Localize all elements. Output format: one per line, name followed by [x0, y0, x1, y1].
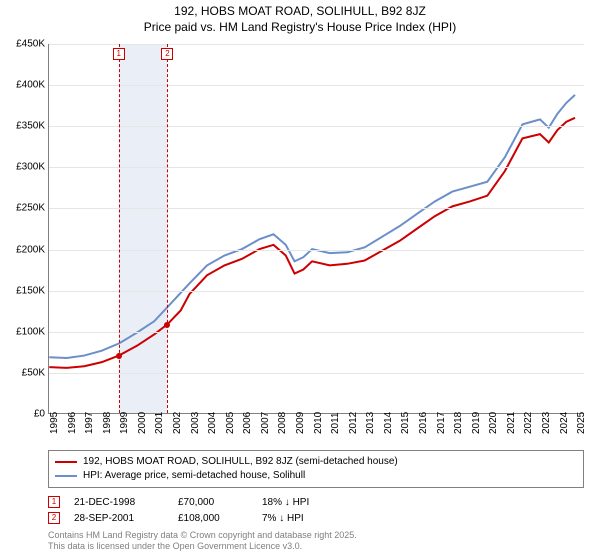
sale-delta-1: 18% ↓ HPI — [262, 497, 342, 508]
legend-box: 192, HOBS MOAT ROAD, SOLIHULL, B92 8JZ (… — [48, 450, 584, 488]
sale-dot — [116, 353, 122, 359]
x-axis-label: 2008 — [277, 412, 288, 434]
x-axis-label: 1996 — [67, 412, 78, 434]
x-axis-label: 1999 — [119, 412, 130, 434]
line-chart: £0£50K£100K£150K£200K£250K£300K£350K£400… — [48, 44, 584, 414]
sale-dot — [164, 322, 170, 328]
x-axis-label: 2005 — [225, 412, 236, 434]
legend-swatch-2 — [55, 475, 77, 477]
footer-attribution: Contains HM Land Registry data © Crown c… — [48, 530, 584, 552]
sale-row-1: 1 21-DEC-1998 £70,000 18% ↓ HPI — [48, 494, 584, 510]
marker-dashline — [167, 44, 168, 413]
y-axis-label: £400K — [5, 80, 45, 91]
title-address: 192, HOBS MOAT ROAD, SOLIHULL, B92 8JZ — [0, 4, 600, 20]
gridline — [49, 208, 584, 209]
x-axis-label: 2001 — [154, 412, 165, 434]
gridline — [49, 85, 584, 86]
x-axis-label: 1997 — [84, 412, 95, 434]
legend-section: 192, HOBS MOAT ROAD, SOLIHULL, B92 8JZ (… — [48, 450, 584, 552]
y-axis-label: £200K — [5, 244, 45, 255]
x-axis-label: 2009 — [295, 412, 306, 434]
sales-table: 1 21-DEC-1998 £70,000 18% ↓ HPI 2 28-SEP… — [48, 494, 584, 526]
y-axis-label: £350K — [5, 121, 45, 132]
chart-marker-2: 2 — [161, 48, 173, 60]
gridline — [49, 373, 584, 374]
x-axis-label: 2021 — [506, 412, 517, 434]
y-axis-label: £0 — [5, 409, 45, 420]
legend-label-2: HPI: Average price, semi-detached house,… — [83, 469, 305, 483]
x-axis-label: 2020 — [488, 412, 499, 434]
gridline — [49, 126, 584, 127]
gridline — [49, 291, 584, 292]
sale-row-2: 2 28-SEP-2001 £108,000 7% ↓ HPI — [48, 510, 584, 526]
sale-date-1: 21-DEC-1998 — [74, 497, 164, 508]
sale-price-1: £70,000 — [178, 497, 248, 508]
sale-delta-2: 7% ↓ HPI — [262, 513, 342, 524]
x-axis-label: 2023 — [541, 412, 552, 434]
x-axis-label: 2002 — [172, 412, 183, 434]
gridline — [49, 250, 584, 251]
chart-svg — [49, 44, 584, 413]
footer-line-2: This data is licensed under the Open Gov… — [48, 541, 584, 552]
x-axis-label: 2011 — [330, 412, 341, 434]
x-axis-label: 2013 — [365, 412, 376, 434]
gridline — [49, 332, 584, 333]
x-axis-label: 2012 — [348, 412, 359, 434]
chart-marker-1: 1 — [113, 48, 125, 60]
x-axis-label: 1995 — [49, 412, 60, 434]
y-axis-label: £50K — [5, 367, 45, 378]
series-price_paid — [49, 118, 575, 368]
legend-row-1: 192, HOBS MOAT ROAD, SOLIHULL, B92 8JZ (… — [55, 455, 577, 469]
x-axis-label: 2017 — [436, 412, 447, 434]
y-axis-label: £450K — [5, 39, 45, 50]
sale-price-2: £108,000 — [178, 513, 248, 524]
series-hpi — [49, 95, 575, 358]
title-subtitle: Price paid vs. HM Land Registry's House … — [0, 20, 600, 36]
x-axis-label: 2025 — [576, 412, 587, 434]
gridline — [49, 44, 584, 45]
x-axis-label: 2018 — [453, 412, 464, 434]
x-axis-label: 2004 — [207, 412, 218, 434]
x-axis-label: 2015 — [400, 412, 411, 434]
x-axis-label: 2003 — [190, 412, 201, 434]
sale-date-2: 28-SEP-2001 — [74, 513, 164, 524]
legend-label-1: 192, HOBS MOAT ROAD, SOLIHULL, B92 8JZ (… — [83, 455, 398, 469]
y-axis-label: £150K — [5, 285, 45, 296]
footer-line-1: Contains HM Land Registry data © Crown c… — [48, 530, 584, 541]
x-axis-label: 2014 — [383, 412, 394, 434]
x-axis-label: 2000 — [137, 412, 148, 434]
gridline — [49, 167, 584, 168]
chart-title: 192, HOBS MOAT ROAD, SOLIHULL, B92 8JZ P… — [0, 0, 600, 35]
x-axis-label: 2019 — [471, 412, 482, 434]
legend-row-2: HPI: Average price, semi-detached house,… — [55, 469, 577, 483]
x-axis-label: 2007 — [260, 412, 271, 434]
y-axis-label: £250K — [5, 203, 45, 214]
y-axis-label: £100K — [5, 326, 45, 337]
x-axis-label: 2022 — [523, 412, 534, 434]
x-axis-label: 1998 — [102, 412, 113, 434]
sale-marker-2: 2 — [48, 512, 60, 524]
x-axis-label: 2010 — [313, 412, 324, 434]
x-axis-label: 2024 — [559, 412, 570, 434]
x-axis-label: 2016 — [418, 412, 429, 434]
y-axis-label: £300K — [5, 162, 45, 173]
x-axis-label: 2006 — [242, 412, 253, 434]
sale-marker-1: 1 — [48, 496, 60, 508]
legend-swatch-1 — [55, 461, 77, 463]
